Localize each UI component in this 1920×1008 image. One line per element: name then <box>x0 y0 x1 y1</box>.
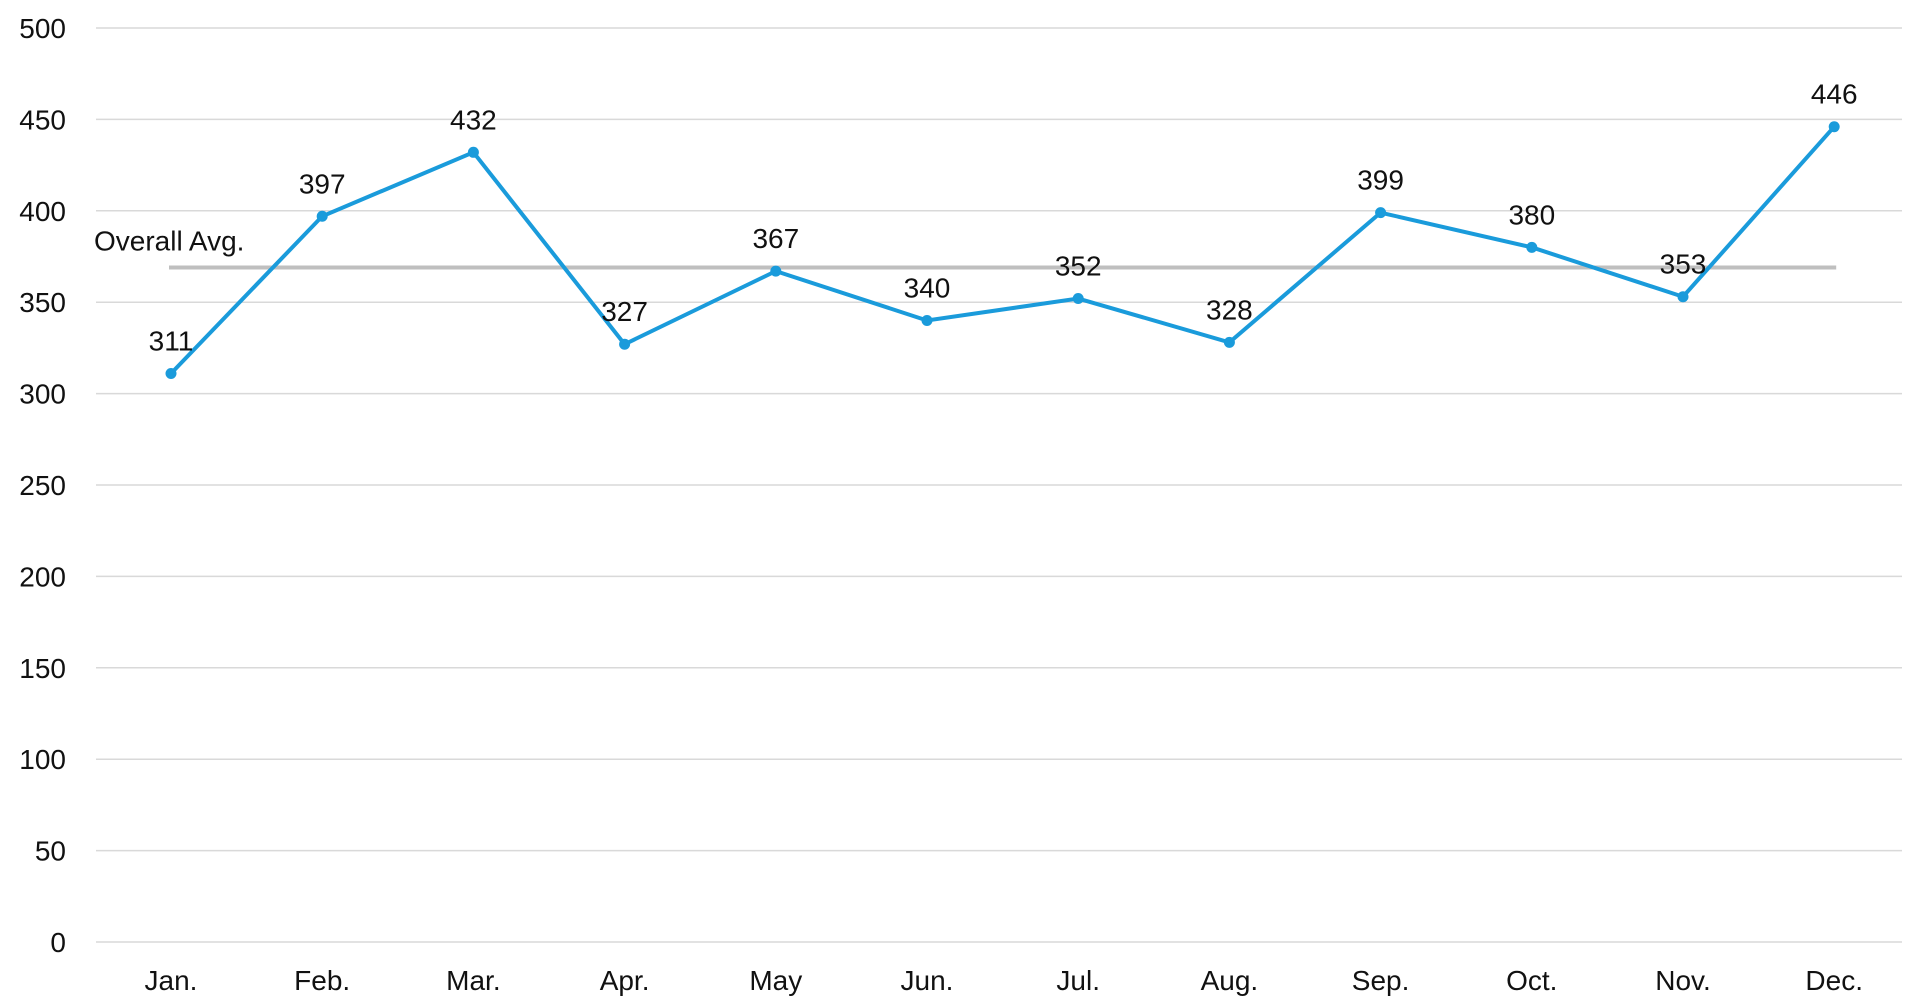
x-tick-label: Aug. <box>1201 965 1259 996</box>
data-label: 340 <box>904 272 951 303</box>
y-tick-label: 0 <box>50 927 66 958</box>
data-point <box>1375 207 1386 218</box>
data-label: 327 <box>601 296 648 327</box>
data-label: 397 <box>299 168 346 199</box>
series-line <box>171 127 1834 374</box>
overall-average-label: Overall Avg. <box>94 225 244 256</box>
data-label: 399 <box>1357 165 1404 196</box>
y-tick-label: 450 <box>19 104 66 135</box>
data-point <box>1526 242 1537 253</box>
y-tick-label: 250 <box>19 470 66 501</box>
data-point <box>1073 293 1084 304</box>
x-tick-label: Dec. <box>1805 965 1863 996</box>
data-point <box>1829 121 1840 132</box>
data-point <box>619 339 630 350</box>
y-tick-label: 100 <box>19 744 66 775</box>
data-label: 446 <box>1811 79 1858 110</box>
y-tick-label: 300 <box>19 379 66 410</box>
x-tick-label: Nov. <box>1655 965 1711 996</box>
x-axis-tick-labels: Jan. Feb. Mar. Apr. May Jun. Jul. Aug. Sep. Oct. N… <box>145 965 1863 996</box>
gridlines <box>96 28 1902 942</box>
x-tick-label: Jun. <box>901 965 954 996</box>
data-point <box>468 147 479 158</box>
x-tick-label: Oct. <box>1506 965 1557 996</box>
y-tick-label: 150 <box>19 653 66 684</box>
data-point <box>922 315 933 326</box>
data-label: 311 <box>149 325 194 356</box>
x-tick-label: Jan. <box>145 965 198 996</box>
y-tick-label: 500 <box>19 13 66 44</box>
data-label: 367 <box>752 223 799 254</box>
data-point <box>317 211 328 222</box>
y-axis-tick-labels: 0 50 100 150 200 250 300 350 400 450 500 <box>19 13 66 958</box>
data-point <box>1224 337 1235 348</box>
x-tick-label: Jul. <box>1056 965 1100 996</box>
y-tick-label: 200 <box>19 561 66 592</box>
y-tick-label: 400 <box>19 196 66 227</box>
x-tick-label: Apr. <box>600 965 650 996</box>
data-label: 352 <box>1055 251 1102 282</box>
x-tick-label: May <box>749 965 802 996</box>
x-tick-label: Mar. <box>446 965 500 996</box>
data-point <box>1678 291 1689 302</box>
y-tick-label: 50 <box>35 836 66 867</box>
data-label: 328 <box>1206 294 1253 325</box>
y-tick-label: 350 <box>19 287 66 318</box>
data-point <box>770 266 781 277</box>
data-label: 432 <box>450 104 497 135</box>
data-point <box>166 368 177 379</box>
data-label: 353 <box>1660 249 1707 280</box>
data-labels: 311 397 432 327 367 340 352 328 399 380 353 446 <box>149 79 1858 357</box>
x-tick-label: Feb. <box>294 965 350 996</box>
data-label: 380 <box>1508 199 1555 230</box>
x-tick-label: Sep. <box>1352 965 1410 996</box>
series-group <box>166 121 1840 379</box>
